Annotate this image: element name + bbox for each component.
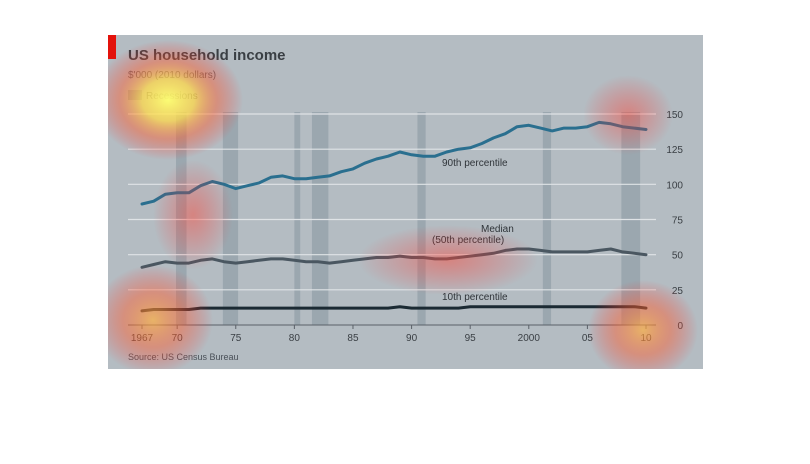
gridlines: [128, 113, 656, 326]
x-tick-label-70: 70: [172, 333, 184, 344]
x-tick-label-2000: 2000: [518, 333, 541, 344]
line-annotations: 90th percentile Median (50th percentile)…: [432, 158, 514, 303]
x-axis-ticks: 1967 70 75 80 85 90 95 2000 05 10: [131, 325, 652, 344]
x-tick-label-05: 05: [582, 333, 594, 344]
y-axis-ticks: 150 125 100 75 50 25 0: [666, 110, 683, 332]
recession-bands: [175, 112, 641, 325]
recession-band-5: [542, 112, 552, 325]
y-tick-label-75: 75: [672, 216, 684, 227]
y-tick-label-25: 25: [672, 286, 684, 297]
y-tick-label-50: 50: [672, 251, 684, 262]
recession-band-6: [621, 112, 641, 325]
x-tick-label-95: 95: [465, 333, 477, 344]
legend-swatch-recessions: [128, 90, 142, 100]
y-tick-label-100: 100: [666, 180, 683, 191]
chart-subtitle: $'000 (2010 dollars): [128, 70, 217, 81]
annotation-median-line2: (50th percentile): [432, 235, 504, 246]
x-tick-label-1967: 1967: [131, 333, 154, 344]
recession-band-2: [294, 112, 301, 325]
x-tick-label-75: 75: [230, 333, 242, 344]
y-tick-label-0: 0: [677, 321, 683, 332]
annotation-p10: 10th percentile: [442, 292, 508, 303]
chart-figure: 150 125 100 75 50 25 0 1967 70 75 80 85 90 95 2000 05 1…: [108, 35, 703, 369]
brand-accent-bar: [108, 35, 116, 59]
x-tick-label-80: 80: [289, 333, 301, 344]
x-tick-label-90: 90: [406, 333, 418, 344]
series-line-median: [140, 247, 648, 269]
recession-band-3: [311, 112, 329, 325]
series-line-p90: [140, 120, 648, 206]
series-line-p10: [140, 305, 648, 313]
recession-band-1: [222, 112, 239, 325]
recession-band-0: [175, 112, 187, 325]
recession-band-4: [417, 112, 426, 325]
legend: Recessions: [128, 90, 198, 102]
annotation-median-line1: Median: [481, 224, 514, 235]
x-tick-label-10: 10: [640, 333, 652, 344]
annotation-p90: 90th percentile: [442, 158, 508, 169]
x-tick-label-85: 85: [347, 333, 359, 344]
chart-source: Source: US Census Bureau: [128, 352, 239, 362]
y-tick-label-125: 125: [666, 145, 683, 156]
series-lines: [140, 120, 648, 313]
chart-title: US household income: [128, 47, 286, 64]
y-tick-label-150: 150: [666, 110, 683, 121]
legend-label-recessions: Recessions: [146, 91, 198, 102]
